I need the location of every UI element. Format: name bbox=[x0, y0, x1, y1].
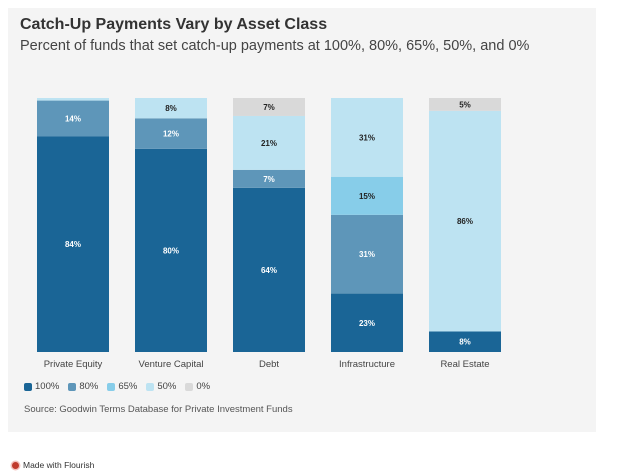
legend-item-1[interactable]: 80% bbox=[68, 381, 98, 392]
bar-segment-real-estate-0[interactable] bbox=[429, 331, 501, 352]
legend-item-0[interactable]: 100% bbox=[24, 381, 59, 392]
bar-segment-infrastructure-3[interactable] bbox=[331, 98, 403, 177]
x-tick-label-venture-capital: Venture Capital bbox=[139, 359, 204, 370]
data-label-venture-capital-1: 12% bbox=[163, 130, 179, 139]
data-label-private-equity-0: 84% bbox=[65, 240, 81, 249]
bar-segment-private-equity-1[interactable] bbox=[37, 100, 109, 137]
chart-legend: 100% 80% 65% 50% 0% bbox=[24, 381, 210, 392]
data-label-venture-capital-3: 8% bbox=[165, 104, 177, 113]
legend-item-2[interactable]: 65% bbox=[107, 381, 137, 392]
data-label-real-estate-4: 5% bbox=[459, 100, 471, 109]
chart-subtitle: Percent of funds that set catch-up payme… bbox=[20, 38, 530, 54]
data-label-real-estate-0: 8% bbox=[459, 338, 471, 347]
data-label-real-estate-3: 86% bbox=[457, 217, 473, 226]
made-with-flourish-link[interactable]: Made with Flourish bbox=[12, 460, 94, 470]
legend-label-0: 100% bbox=[35, 381, 60, 392]
bar-segment-debt-4[interactable] bbox=[233, 98, 305, 116]
bar-segment-infrastructure-2[interactable] bbox=[331, 176, 403, 215]
x-tick-label-infrastructure: Infrastructure bbox=[339, 359, 395, 370]
x-tick-label-debt: Debt bbox=[259, 359, 279, 370]
data-label-debt-3: 21% bbox=[261, 139, 277, 148]
legend-swatch-0 bbox=[24, 382, 32, 391]
legend-swatch-4 bbox=[185, 382, 194, 391]
stacked-bar-chart: 84% 14% Private Equity 80% 12% 8% Venture Capi… bbox=[37, 98, 501, 370]
chart-title: Catch-Up Payments Vary by Asset Class bbox=[20, 16, 328, 33]
data-label-infrastructure-2: 15% bbox=[359, 192, 375, 201]
bar-segment-venture-capital-3[interactable] bbox=[135, 98, 207, 119]
legend-label-4: 0% bbox=[196, 381, 211, 392]
data-label-infrastructure-1: 31% bbox=[359, 250, 375, 259]
bar-segment-infrastructure-0[interactable] bbox=[331, 293, 403, 352]
data-label-infrastructure-3: 31% bbox=[359, 133, 375, 142]
legend-item-4[interactable]: 0% bbox=[185, 381, 210, 392]
bar-segment-real-estate-4[interactable] bbox=[429, 98, 501, 111]
x-tick-label-real-estate: Real Estate bbox=[440, 359, 489, 370]
data-label-debt-4: 7% bbox=[263, 103, 275, 112]
bar-segment-debt-0[interactable] bbox=[233, 187, 305, 352]
bar-segment-real-estate-3[interactable] bbox=[429, 110, 501, 332]
data-label-private-equity-1: 14% bbox=[65, 115, 81, 124]
legend-swatch-1 bbox=[68, 382, 77, 391]
legend-label-1: 80% bbox=[79, 381, 99, 392]
x-tick-label-private-equity: Private Equity bbox=[44, 359, 103, 370]
data-label-debt-1: 7% bbox=[263, 175, 275, 184]
data-label-infrastructure-0: 23% bbox=[359, 319, 375, 328]
source-note: Source: Goodwin Terms Database for Priva… bbox=[24, 404, 293, 415]
data-label-venture-capital-0: 80% bbox=[163, 246, 179, 255]
chart-card: Catch-Up Payments Vary by Asset Class Pe… bbox=[8, 8, 596, 432]
legend-swatch-2 bbox=[107, 382, 116, 391]
bar-segment-venture-capital-1[interactable] bbox=[135, 118, 207, 149]
bar-segment-debt-1[interactable] bbox=[233, 169, 305, 188]
legend-item-3[interactable]: 50% bbox=[146, 381, 176, 392]
flourish-logo-icon bbox=[12, 461, 19, 469]
bar-segment-debt-3[interactable] bbox=[233, 115, 305, 170]
data-label-debt-0: 64% bbox=[261, 266, 277, 275]
bar-segment-private-equity-3[interactable] bbox=[37, 98, 109, 101]
legend-label-2: 65% bbox=[118, 381, 138, 392]
bar-segment-infrastructure-1[interactable] bbox=[331, 214, 403, 294]
bar-segment-venture-capital-0[interactable] bbox=[135, 148, 207, 352]
legend-label-3: 50% bbox=[157, 381, 177, 392]
made-with-flourish-label: Made with Flourish bbox=[23, 460, 95, 470]
bar-segment-private-equity-0[interactable] bbox=[37, 136, 109, 352]
legend-swatch-3 bbox=[146, 382, 155, 391]
